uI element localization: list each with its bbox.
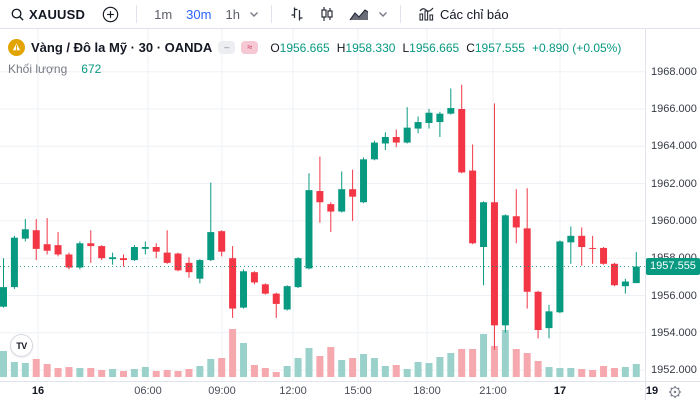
volume-legend[interactable]: Khối lượng 672 [8, 62, 101, 76]
legend-minimize-pill[interactable]: – [218, 41, 236, 54]
time-tick-label: 18:00 [413, 385, 441, 397]
time-tick-label: 09:00 [208, 385, 236, 397]
time-tick-label: 17 [553, 385, 567, 397]
price-tick-label: 1966.000 [651, 103, 697, 115]
interval-chevron-down-icon[interactable] [249, 10, 259, 18]
price-tick-label: 1952.000 [651, 364, 697, 377]
bars-style-icon[interactable] [284, 4, 310, 24]
change-value: +0.890 (+0.05%) [531, 40, 622, 55]
symbol-search-button[interactable]: XAUUSD [10, 7, 85, 22]
time-axis-border [0, 381, 700, 382]
current-price-badge: 1957.555 [646, 257, 700, 275]
time-tick-label: 19 [645, 385, 659, 397]
area-style-icon[interactable] [344, 5, 374, 24]
volume-label: Khối lượng [8, 62, 68, 76]
price-tick-label: 1968.000 [651, 65, 697, 78]
interval-30m[interactable]: 30m [181, 5, 216, 24]
axis-settings-gear-icon[interactable] [667, 384, 682, 399]
delayed-data-pill[interactable]: ≈ [241, 41, 259, 54]
interval-1h[interactable]: 1h [220, 5, 244, 24]
toolbar-separator [399, 5, 401, 23]
ohlc-values: O1956.665 H1958.330 L1956.665 C1957.555 … [270, 41, 621, 55]
candles-style-icon[interactable] [314, 4, 340, 24]
price-tick-label: 1956.000 [651, 289, 697, 302]
candlestick-chart[interactable] [0, 29, 646, 382]
search-icon [10, 7, 25, 22]
interval-1m[interactable]: 1m [149, 5, 177, 24]
close-value: C1957.555 [466, 40, 525, 55]
toolbar-separator [270, 5, 272, 23]
time-tick-label: 21:00 [479, 385, 507, 397]
gold-coin-icon [8, 39, 25, 56]
open-value: O1956.665 [270, 40, 330, 55]
indicators-icon [418, 6, 436, 22]
toolbar-separator [136, 5, 138, 23]
price-axis-border [645, 29, 646, 400]
indicators-button[interactable]: Các chỉ báo [413, 4, 514, 24]
low-value: L1956.665 [402, 40, 460, 55]
time-tick-label: 06:00 [134, 385, 162, 397]
symbol-legend: Vàng / Đô la Mỹ · 30 · OANDA – ≈ O1956.6… [8, 39, 621, 56]
toolbar: XAUUSD 1m 30m 1h [0, 0, 700, 29]
time-tick-label: 15:00 [344, 385, 372, 397]
high-value: H1958.330 [336, 40, 396, 55]
time-tick-label: 12:00 [279, 385, 307, 397]
compare-add-icon[interactable] [97, 4, 124, 25]
interval-group: 1m 30m 1h [149, 5, 259, 24]
symbol-label: XAUUSD [29, 6, 86, 22]
time-tick-label: 16 [31, 385, 45, 397]
tradingview-logo[interactable]: TV [10, 334, 33, 357]
symbol-title[interactable]: Vàng / Đô la Mỹ · 30 · OANDA [31, 40, 213, 55]
price-tick-label: 1962.000 [651, 177, 697, 190]
price-tick-label: 1960.000 [651, 214, 697, 227]
volume-value: 672 [81, 62, 102, 76]
price-tick-label: 1964.000 [651, 140, 697, 153]
price-tick-label: 1954.000 [651, 326, 697, 339]
style-chevron-down-icon[interactable] [378, 10, 388, 18]
indicators-label: Các chỉ báo [439, 6, 509, 22]
